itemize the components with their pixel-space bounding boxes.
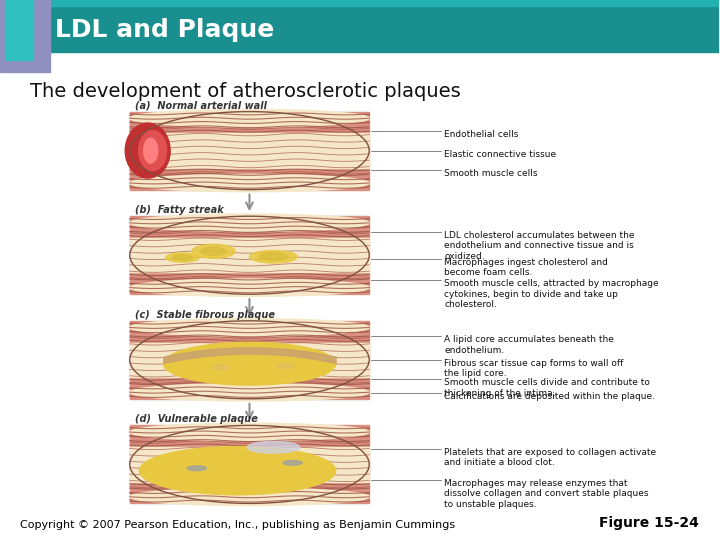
Bar [0,0,50,72]
Text: (a)  Normal arterial wall: (a) Normal arterial wall [135,100,266,111]
Ellipse shape [187,466,207,471]
Ellipse shape [130,214,369,232]
Text: (c)  Stable fibrous plaque: (c) Stable fibrous plaque [135,310,275,320]
Ellipse shape [166,253,199,262]
Text: Elastic connective tissue: Elastic connective tissue [444,150,556,159]
Ellipse shape [283,461,302,465]
Text: (d)  Vulnerable plaque: (d) Vulnerable plaque [135,414,258,424]
Ellipse shape [130,279,369,296]
Ellipse shape [139,447,336,495]
Bar [130,238,369,272]
Bar [130,447,369,482]
Text: Fibrous scar tissue cap forms to wall off
the lipid core.: Fibrous scar tissue cap forms to wall of… [444,359,624,378]
Ellipse shape [130,488,369,505]
Text: LDL and Plaque: LDL and Plaque [55,18,274,42]
Ellipse shape [247,441,300,453]
Ellipse shape [139,131,166,171]
Bar [130,343,369,377]
Bar [130,216,369,294]
Ellipse shape [172,255,192,260]
Text: Endothelial cells: Endothelial cells [444,130,518,139]
Ellipse shape [212,365,229,370]
Text: Copyright © 2007 Pearson Education, Inc., publishing as Benjamin Cummings: Copyright © 2007 Pearson Education, Inc.… [20,520,455,530]
Ellipse shape [192,244,235,258]
Text: Figure 15-24: Figure 15-24 [598,516,698,530]
Ellipse shape [130,423,369,441]
Text: Smooth muscle cells divide and contribute to
thickening of the intima.: Smooth muscle cells divide and contribut… [444,379,650,397]
Ellipse shape [125,123,170,178]
Text: (b)  Fatty streak: (b) Fatty streak [135,205,223,215]
Text: Calcifications are deposited within the plaque.: Calcifications are deposited within the … [444,392,655,401]
Bar [130,426,369,503]
Ellipse shape [130,319,369,336]
Bar [5,0,33,60]
Ellipse shape [130,383,369,401]
Ellipse shape [130,110,369,127]
Text: Smooth muscle cells, attracted by macrophage
cytokines, begin to divide and take: Smooth muscle cells, attracted by macrop… [444,279,659,309]
Text: The development of atherosclerotic plaques: The development of atherosclerotic plaqu… [30,82,461,101]
Text: Platelets that are exposed to collagen activate
and initiate a blood clot.: Platelets that are exposed to collagen a… [444,448,656,467]
Text: LDL cholesterol accumulates between the
endothelium and connective tissue and is: LDL cholesterol accumulates between the … [444,231,634,261]
Ellipse shape [201,247,227,255]
Ellipse shape [249,251,297,263]
Bar [130,133,369,168]
Ellipse shape [144,138,158,163]
Ellipse shape [130,174,369,192]
Text: Macrophages ingest cholesterol and
become foam cells.: Macrophages ingest cholesterol and becom… [444,258,608,278]
Ellipse shape [277,364,294,368]
Bar [0,0,719,6]
Ellipse shape [163,342,336,385]
Ellipse shape [259,253,288,260]
Bar [0,6,719,52]
Text: Macrophages may release enzymes that
dissolve collagen and convert stable plaque: Macrophages may release enzymes that dis… [444,479,649,509]
Text: A lipid core accumulates beneath the
endothelium.: A lipid core accumulates beneath the end… [444,335,614,355]
Bar [130,321,369,399]
Bar [130,112,369,190]
Text: Smooth muscle cells: Smooth muscle cells [444,169,538,178]
